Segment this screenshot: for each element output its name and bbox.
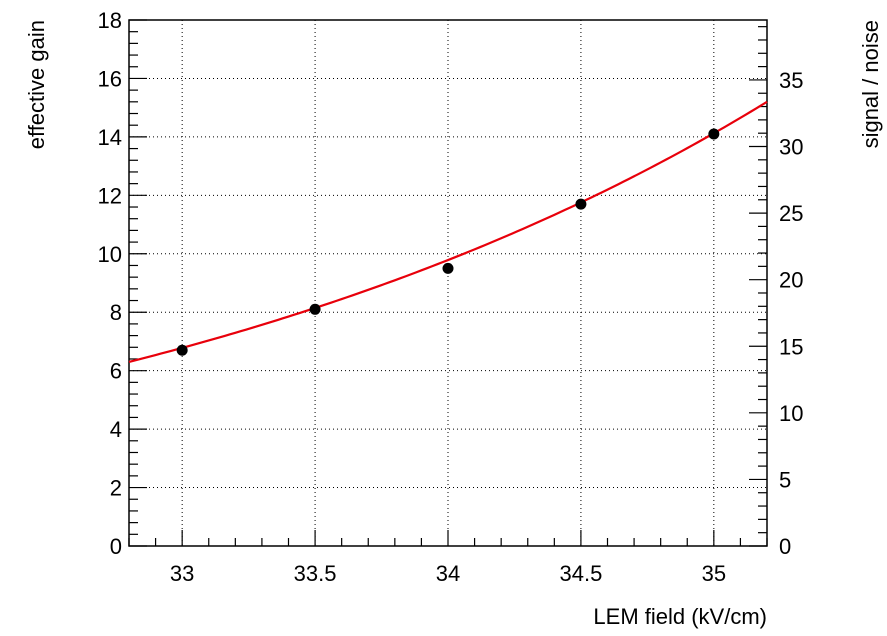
y-tick-label: 0 — [110, 534, 122, 559]
x-tick-label: 34 — [436, 561, 460, 586]
y-tick-label: 4 — [110, 417, 122, 442]
right-tick-label: 0 — [779, 534, 791, 559]
fit-curve — [128, 100, 768, 363]
y-tick-label: 10 — [98, 242, 122, 267]
right-tick-label: 5 — [779, 467, 791, 492]
y-tick-label: 12 — [98, 183, 122, 208]
x-tick-label: 35 — [702, 561, 726, 586]
right-axis — [749, 26, 767, 547]
x-tick-label: 33 — [170, 561, 194, 586]
y-tick-label: 2 — [110, 476, 122, 501]
right-tick-label: 35 — [779, 68, 803, 93]
right-tick-label: 30 — [779, 135, 803, 160]
data-points — [176, 128, 720, 356]
y-axis-title: effective gain — [24, 20, 49, 149]
right-tick-label: 20 — [779, 268, 803, 293]
x-tick-label: 34.5 — [560, 561, 603, 586]
right-tick-label: 10 — [779, 401, 803, 426]
data-point — [575, 198, 587, 210]
y-tick-label: 6 — [110, 359, 122, 384]
right-axis-title: signal / noise — [858, 20, 883, 148]
y-tick-label: 14 — [98, 125, 122, 150]
y-tick-label: 18 — [98, 8, 122, 33]
right-tick-label: 25 — [779, 201, 803, 226]
x-axis-ticks — [128, 530, 768, 546]
x-tick-labels: 33 33.5 34 34.5 35 — [170, 561, 726, 586]
plot-frame — [128, 19, 768, 547]
y-axis-ticks — [129, 19, 147, 547]
x-axis-title: LEM field (kV/cm) — [593, 604, 767, 629]
x-tick-label: 33.5 — [294, 561, 337, 586]
data-point — [176, 344, 188, 356]
grid — [129, 19, 767, 547]
data-point — [442, 262, 454, 274]
data-point — [708, 128, 720, 140]
y-tick-label: 8 — [110, 300, 122, 325]
y-tick-label: 16 — [98, 66, 122, 91]
y-tick-labels: 0 2 4 6 8 10 12 14 16 18 — [98, 8, 122, 559]
right-tick-labels: 0 5 10 15 20 25 30 35 — [779, 68, 803, 559]
data-point — [309, 303, 321, 315]
right-tick-label: 15 — [779, 334, 803, 359]
